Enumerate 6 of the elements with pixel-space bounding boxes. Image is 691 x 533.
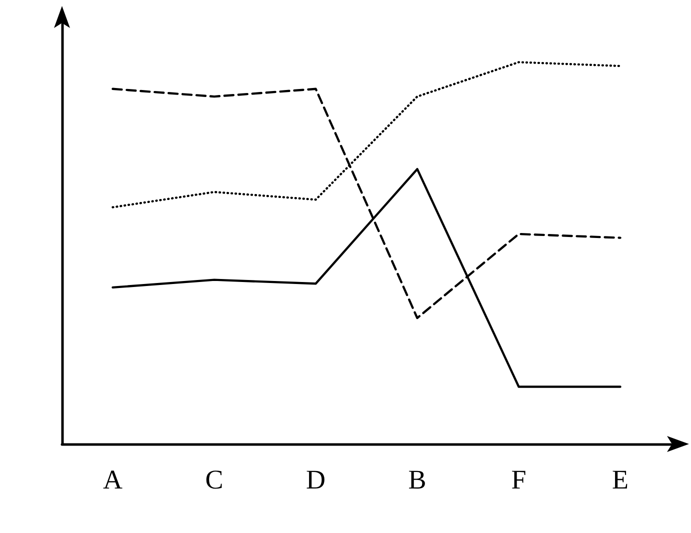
x-tick-label: B [408,464,426,494]
x-tick-label: E [612,464,628,494]
x-tick-label: F [511,464,526,494]
x-tick-label: A [103,464,123,494]
x-tick-label: C [205,464,224,494]
x-tick-label: D [306,464,326,494]
